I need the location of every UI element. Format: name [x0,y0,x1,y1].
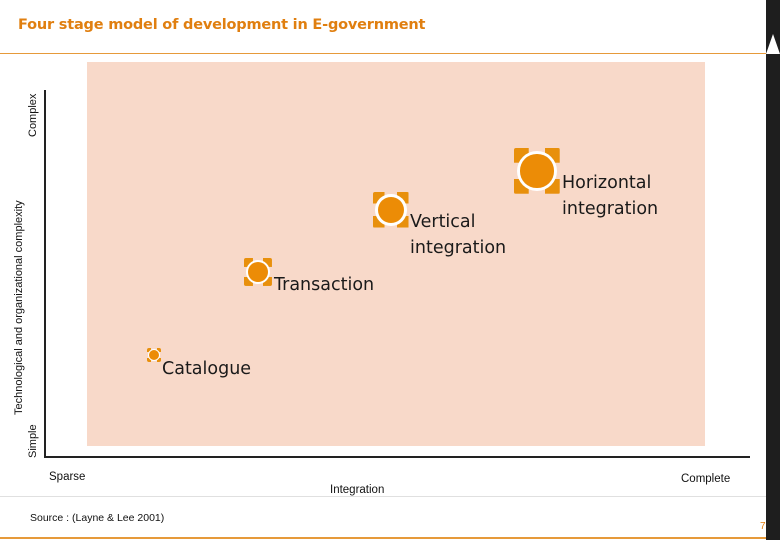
circle-marker-icon [247,261,269,283]
title-divider [0,53,766,54]
y-axis-high-label: Complex [27,93,39,137]
page-number: 7 [760,521,766,532]
diagram-area [87,62,705,446]
x-axis-high-label: Complete [681,473,731,485]
x-axis-low-label: Sparse [49,471,86,483]
edge-notch [766,34,780,54]
stage-transaction-label: Transaction [274,275,375,295]
stage-horizontal-integration-label: Horizontal integration [562,173,659,219]
circle-marker-icon [520,154,554,188]
footer-divider [0,496,766,497]
circle-marker-icon [378,197,404,223]
x-axis-title: Integration [330,484,385,496]
stage-catalogue-marker [147,348,161,362]
stage-catalogue-label: Catalogue [162,359,252,379]
x-axis [44,456,750,458]
slide-title: Four stage model of development in E-gov… [18,17,426,33]
stage-transaction-marker [244,258,272,286]
y-axis-title: Technological and organizational complex… [13,200,25,415]
stage-horizontal-integration-marker [514,148,560,194]
circle-marker-icon [148,349,160,361]
source-citation: Source : (Layne & Lee 2001) [30,512,165,524]
stage-vertical-integration-label: Vertical integration [410,212,507,258]
bottom-accent-rule [0,537,766,539]
slide-edge-bar [766,0,780,540]
y-axis [44,90,46,458]
y-axis-low-label: Simple [27,424,39,458]
stage-vertical-integration-marker [373,192,409,228]
